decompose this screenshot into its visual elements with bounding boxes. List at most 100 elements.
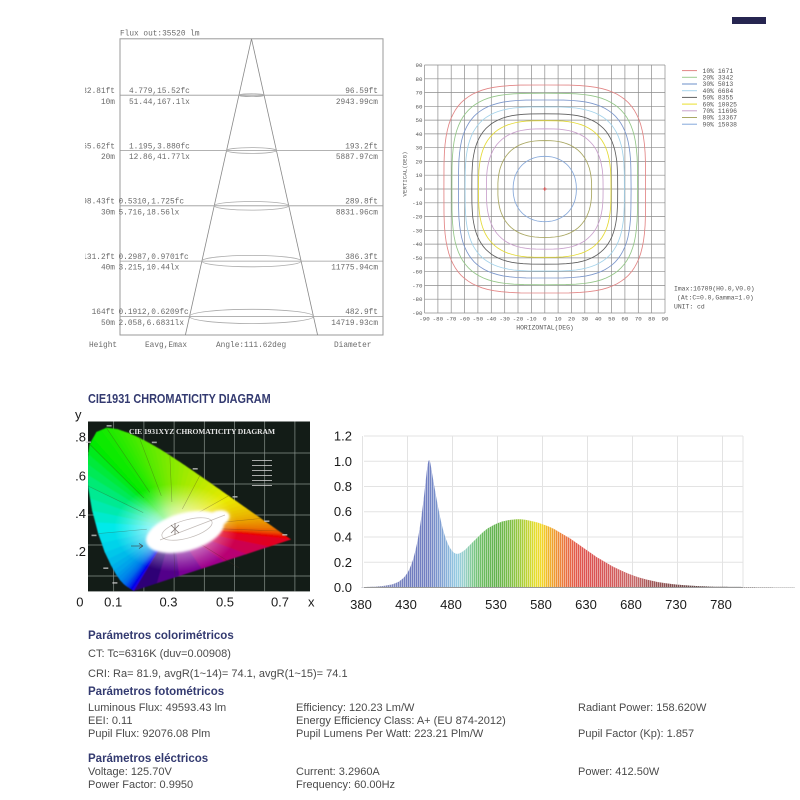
svg-text:.2: .2 <box>75 544 86 559</box>
svg-text:0.3: 0.3 <box>159 595 177 610</box>
svg-text:1.195,3.880fc: 1.195,3.880fc <box>129 143 190 151</box>
svg-text:10: 10 <box>555 316 562 323</box>
svg-text:131.2ft: 131.2ft <box>85 254 115 262</box>
svg-text:-90: -90 <box>419 316 430 323</box>
svg-text:CIE 1931XYZ CHROMATICITY DIAGR: CIE 1931XYZ CHROMATICITY DIAGRAM <box>129 427 275 436</box>
svg-text:5.716,18.56lx: 5.716,18.56lx <box>119 209 180 217</box>
svg-text:90% 15038: 90% 15038 <box>703 121 738 128</box>
svg-text:1.2: 1.2 <box>334 429 352 444</box>
svg-text:-60: -60 <box>412 269 423 276</box>
svg-text:32.81ft: 32.81ft <box>85 88 115 96</box>
svg-text:40% 6684: 40% 6684 <box>703 88 734 95</box>
svg-text:60% 10025: 60% 10025 <box>703 101 738 108</box>
svg-text:40: 40 <box>416 131 423 138</box>
svg-text:50m: 50m <box>101 320 115 328</box>
svg-text:-70: -70 <box>446 316 457 323</box>
svg-text:0: 0 <box>543 316 547 323</box>
svg-text:193.2ft: 193.2ft <box>345 143 378 151</box>
svg-text:80: 80 <box>648 316 655 323</box>
svg-text:51.44,167.1lx: 51.44,167.1lx <box>129 99 190 107</box>
svg-text:98.43ft: 98.43ft <box>85 199 115 207</box>
svg-text:Diameter: Diameter <box>334 342 371 350</box>
svg-text:10% 1671: 10% 1671 <box>703 68 734 75</box>
svg-text:0.0: 0.0 <box>334 580 352 595</box>
svg-text:3.215,10.44lx: 3.215,10.44lx <box>119 265 180 273</box>
svg-text:12.86,41.77lx: 12.86,41.77lx <box>129 154 190 162</box>
svg-text:y: y <box>75 407 82 422</box>
svg-text:0.5: 0.5 <box>216 595 234 610</box>
svg-text:1.0: 1.0 <box>334 454 352 469</box>
svg-text:-40: -40 <box>486 316 497 323</box>
svg-text:730: 730 <box>665 597 687 612</box>
svg-text:-80: -80 <box>433 316 444 323</box>
svg-text:(At:C=0.0,Gamma=1.0): (At:C=0.0,Gamma=1.0) <box>677 295 754 302</box>
svg-text:5887.97cm: 5887.97cm <box>336 154 378 162</box>
svg-text:x: x <box>308 595 315 610</box>
svg-text:164ft: 164ft <box>92 309 115 317</box>
svg-text:UNIT: cd: UNIT: cd <box>674 304 705 311</box>
svg-text:65.62ft: 65.62ft <box>85 143 115 151</box>
svg-text:-10: -10 <box>526 316 537 323</box>
svg-text:780: 780 <box>710 597 732 612</box>
svg-text:-90: -90 <box>412 310 423 317</box>
svg-text:40: 40 <box>595 316 602 323</box>
svg-text:70: 70 <box>416 90 423 97</box>
svg-text:Eavg,Emax: Eavg,Emax <box>145 342 187 350</box>
svg-text:0.1: 0.1 <box>104 595 122 610</box>
svg-text:2943.99cm: 2943.99cm <box>336 99 378 107</box>
svg-text:680: 680 <box>620 597 642 612</box>
svg-text:.4: .4 <box>75 506 86 521</box>
svg-text:70: 70 <box>635 316 642 323</box>
svg-text:0.5310,1.725fc: 0.5310,1.725fc <box>119 199 185 207</box>
svg-text:0.8: 0.8 <box>334 479 352 494</box>
svg-text:-40: -40 <box>412 241 423 248</box>
svg-text:Flux out:35520 lm: Flux out:35520 lm <box>120 31 200 39</box>
svg-text:430: 430 <box>395 597 417 612</box>
svg-text:0.1912,0.6209fc: 0.1912,0.6209fc <box>119 309 190 317</box>
svg-text:30: 30 <box>416 145 423 152</box>
svg-text:50: 50 <box>608 316 615 323</box>
svg-text:.8: .8 <box>75 429 86 444</box>
svg-text:8831.96cm: 8831.96cm <box>336 209 378 217</box>
svg-text:-20: -20 <box>513 316 524 323</box>
svg-text:80: 80 <box>416 76 423 83</box>
svg-text:14719.93cm: 14719.93cm <box>331 320 378 328</box>
svg-text:-10: -10 <box>412 200 423 207</box>
svg-text:40m: 40m <box>101 265 115 273</box>
svg-text:380: 380 <box>350 597 372 612</box>
svg-text:10: 10 <box>416 172 423 179</box>
svg-text:530: 530 <box>485 597 507 612</box>
svg-text:30: 30 <box>581 316 588 323</box>
svg-text:11775.94cm: 11775.94cm <box>331 265 378 273</box>
svg-text:0.7: 0.7 <box>271 595 289 610</box>
svg-text:4.779,15.52fc: 4.779,15.52fc <box>129 88 190 96</box>
svg-text:50: 50 <box>416 117 423 124</box>
svg-text:20m: 20m <box>101 154 115 162</box>
svg-text:60: 60 <box>416 103 423 110</box>
svg-text:0.2: 0.2 <box>334 555 352 570</box>
svg-text:90: 90 <box>662 316 669 323</box>
svg-text:0.2987,0.9701fc: 0.2987,0.9701fc <box>119 254 190 262</box>
svg-text:Height: Height <box>89 342 117 350</box>
svg-text:30% 5013: 30% 5013 <box>703 81 734 88</box>
svg-text:Imax:16709(H0.0,V0.0): Imax:16709(H0.0,V0.0) <box>674 286 755 293</box>
svg-text:20: 20 <box>416 158 423 165</box>
svg-text:VERTICAL(DEG): VERTICAL(DEG) <box>402 151 409 196</box>
svg-text:50% 8355: 50% 8355 <box>703 95 734 102</box>
svg-text:482.9ft: 482.9ft <box>345 309 378 317</box>
svg-text:0: 0 <box>76 595 83 610</box>
svg-text:-20: -20 <box>412 214 423 221</box>
svg-text:30m: 30m <box>101 209 115 217</box>
svg-text:-30: -30 <box>412 227 423 234</box>
svg-text:0.4: 0.4 <box>334 530 352 545</box>
svg-text:386.3ft: 386.3ft <box>345 254 378 262</box>
svg-text:-80: -80 <box>412 296 423 303</box>
svg-text:Angle:111.62deg: Angle:111.62deg <box>216 342 287 350</box>
svg-text:0.6: 0.6 <box>334 504 352 519</box>
svg-text:580: 580 <box>530 597 552 612</box>
svg-text:60: 60 <box>621 316 628 323</box>
svg-text:96.59ft: 96.59ft <box>345 88 378 96</box>
svg-text:630: 630 <box>575 597 597 612</box>
svg-text:.6: .6 <box>75 468 86 483</box>
svg-text:0: 0 <box>419 186 423 193</box>
